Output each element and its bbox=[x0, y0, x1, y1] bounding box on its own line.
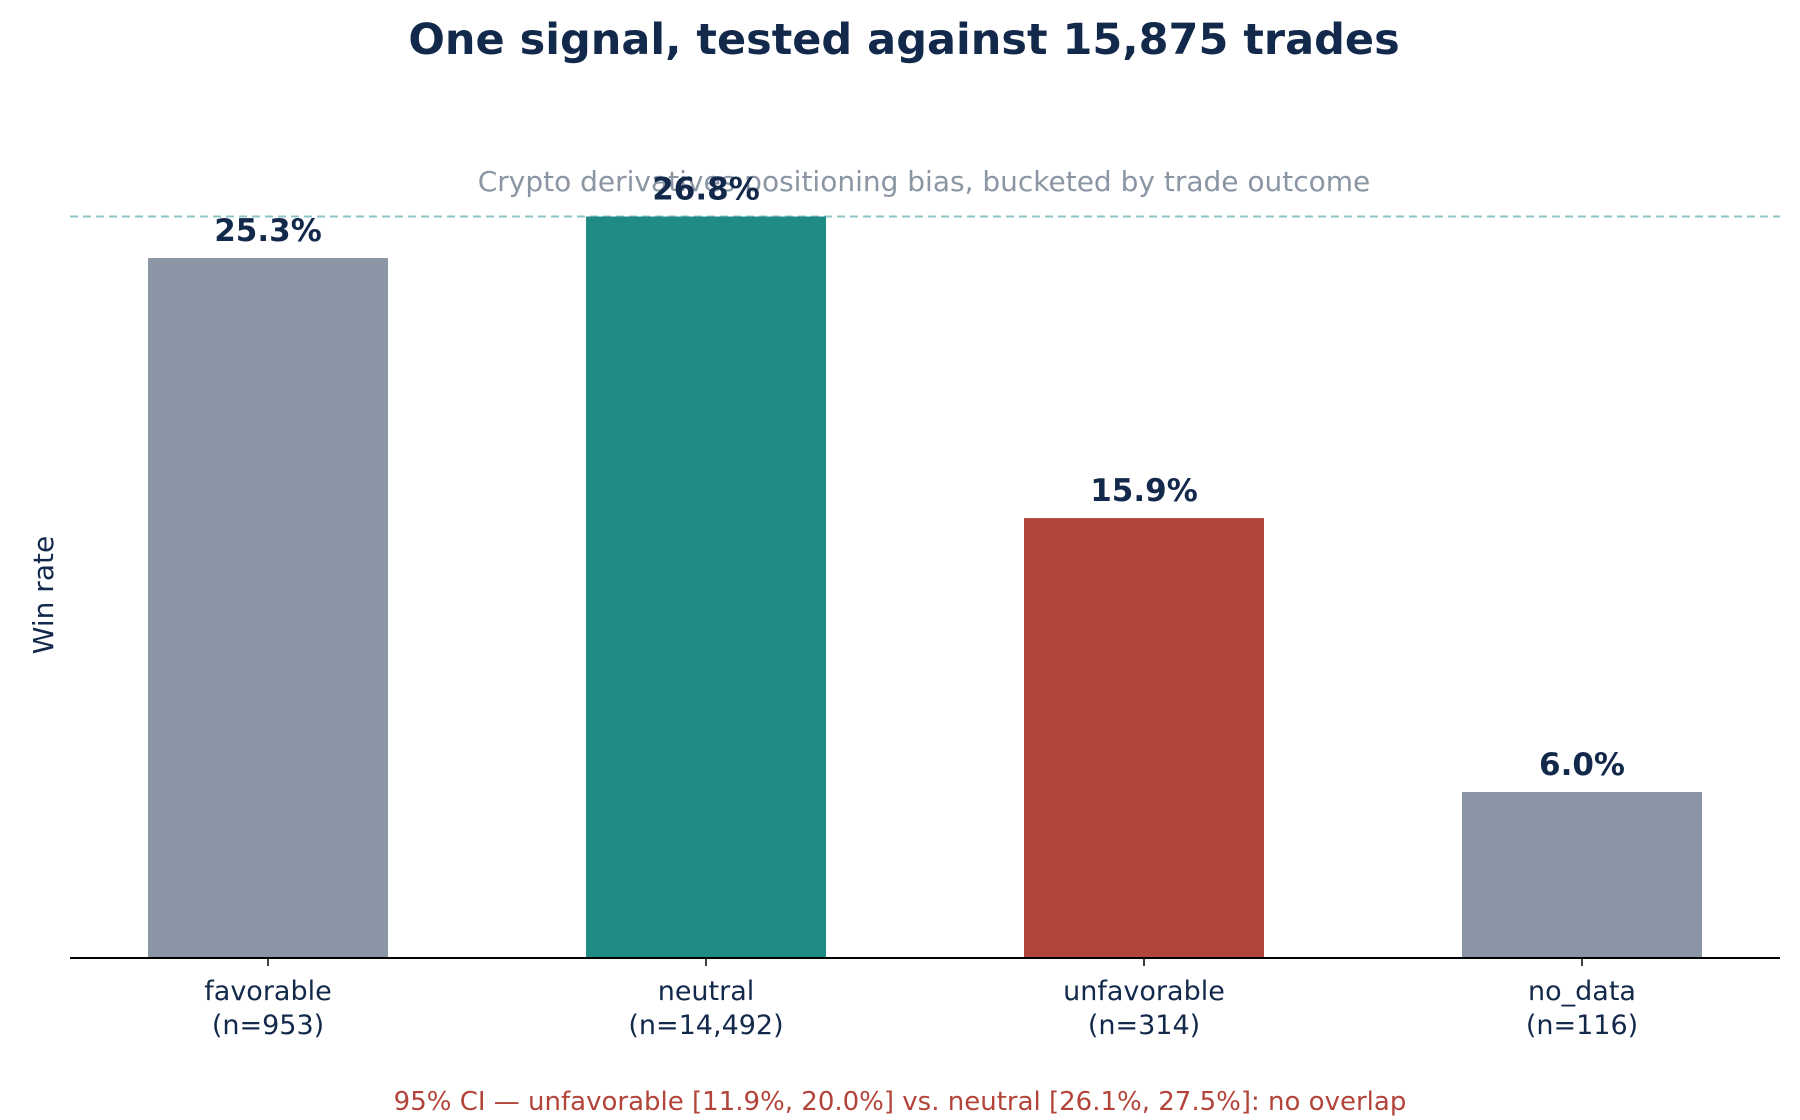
confidence-interval-footnote: 95% CI — unfavorable [11.9%, 20.0%] vs. … bbox=[394, 1087, 1407, 1117]
bar-unfavorable bbox=[1024, 518, 1264, 958]
bars-layer bbox=[148, 216, 1702, 959]
x-tick-label-category: neutral bbox=[658, 976, 755, 1007]
chart-subtitle: Crypto derivatives positioning bias, buc… bbox=[478, 165, 1371, 198]
bar-no-data bbox=[1462, 792, 1702, 958]
x-tick-label-sample-size: (n=14,492) bbox=[628, 1010, 783, 1041]
chart-title: One signal, tested against 15,875 trades bbox=[408, 15, 1399, 65]
x-tick-label-category: favorable bbox=[204, 976, 331, 1007]
x-tick-label-sample-size: (n=116) bbox=[1526, 1010, 1638, 1041]
bar-value-label: 25.3% bbox=[214, 213, 322, 249]
value-labels-layer: 25.3% 26.8% 15.9% 6.0% bbox=[214, 172, 1625, 783]
y-axis-label: Win rate bbox=[27, 536, 60, 654]
bar-value-label: 15.9% bbox=[1090, 473, 1198, 509]
x-tick-label-sample-size: (n=953) bbox=[212, 1010, 324, 1041]
x-tick-label-category: no_data bbox=[1528, 976, 1636, 1007]
bar-neutral bbox=[586, 216, 826, 959]
x-tick-label-sample-size: (n=314) bbox=[1088, 1010, 1200, 1041]
x-tick-label-category: unfavorable bbox=[1063, 976, 1225, 1007]
bar-value-label: 6.0% bbox=[1539, 747, 1625, 783]
bar-value-label: 26.8% bbox=[652, 172, 760, 208]
x-ticks-layer bbox=[267, 958, 1583, 966]
x-tick-labels-layer: favorable(n=953) neutral(n=14,492) unfavor… bbox=[204, 976, 1638, 1041]
bar-favorable bbox=[148, 258, 388, 958]
